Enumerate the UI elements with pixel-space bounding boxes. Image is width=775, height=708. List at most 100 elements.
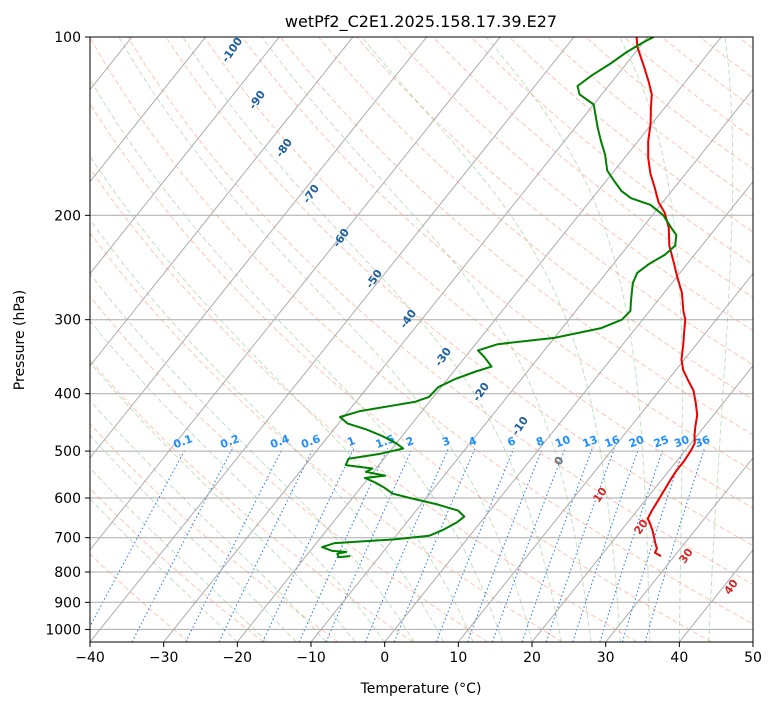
mixing-ratio-line [599,448,664,642]
isotherm [0,37,58,642]
x-tick-label: 20 [523,650,541,666]
dry-adiabat [394,37,753,332]
x-tick-label: 40 [670,650,688,666]
moist-adiabat [261,37,592,642]
dry-adiabat [508,37,753,233]
mixing-ratio-label: 1.5 [374,432,397,451]
x-tick-label: −10 [296,650,326,666]
dry-adiabat [90,487,264,642]
plot-frame [89,36,754,643]
dry-adiabat [737,37,753,49]
moist-adiabat [90,155,474,642]
mixing-ratio-label: 30 [672,433,691,451]
y-tick-label: 900 [54,595,81,611]
mixing-ratio-line [364,448,449,642]
moist-adiabat [485,37,651,642]
mixing-ratio-line [545,448,615,642]
isotherm [605,457,753,642]
mixing-ratio-line [644,448,705,642]
mixing-ratio-line [621,448,685,642]
x-tick-label: −20 [223,650,253,666]
isotherm [384,180,753,642]
moist-adiabat [90,498,238,642]
dry-adiabat-label: -90 [246,88,268,112]
y-tick-label: 100 [54,30,81,46]
mixing-ratio-label: 1 [345,434,357,449]
moist-adiabat [90,434,297,642]
profile-lines [321,37,699,559]
mixing-ratio-label: 36 [693,433,712,451]
isotherm [752,641,753,642]
mixing-ratio-line [435,448,515,642]
dry-adiabat [90,553,190,642]
mixing-ratio-label: 20 [627,433,646,451]
mixing-ratio-line [185,448,283,642]
mixing-ratio-line [491,448,566,642]
isotherm [90,37,207,183]
dry-adiabat [356,37,753,366]
isotherm [531,364,753,642]
x-axis-ticks: −40 −30 −20 −10 0 10 20 30 40 50 [75,642,762,666]
y-tick-label: 400 [54,387,81,403]
mixing-ratio-label: 16 [603,433,622,451]
dry-adiabat [699,37,753,79]
mixing-ratio-line [131,448,233,642]
mixing-ratio-label: 13 [581,433,600,450]
dry-adiabat-label: -30 [432,345,454,369]
dry-adiabat [547,37,753,201]
y-axis-label: Pressure (hPa) [12,290,28,390]
isotherm [163,37,649,642]
y-tick-label: 1000 [45,622,81,638]
isotherm [310,88,753,642]
mixing-ratio-line [467,448,543,642]
isotherm [236,37,722,642]
x-tick-label: 0 [380,650,389,666]
mixing-ratio-line [298,448,388,642]
mixing-ratio-label: 0.2 [219,432,242,451]
x-tick-label: 30 [597,650,615,666]
x-tick-label: 50 [744,650,762,666]
x-tick-label: −30 [149,650,179,666]
moist-adiabat [182,37,562,642]
isotherm [90,37,501,551]
isotherm [90,37,354,367]
dewpoint-line [321,37,678,559]
mixing-ratio-label: 0.6 [299,432,322,451]
isotherm [678,549,753,642]
y-tick-label: 600 [54,491,81,507]
dry-adiabat [279,37,753,436]
mixing-ratio-label: 8 [534,434,546,449]
dry-adiabat-label: 10 [590,485,610,505]
moist-adiabat [90,467,268,642]
y-tick-label: 200 [54,208,81,224]
x-axis-label: Temperature (°C) [360,681,482,697]
dry-adiabat [432,37,753,298]
dry-adiabat [90,423,339,642]
x-tick-label: −40 [75,650,105,666]
mixing-ratio-line [90,448,187,628]
isotherm [90,37,428,459]
moist-adiabat [361,37,621,642]
mixing-ratio-line [572,448,640,642]
x-tick-label: 10 [449,650,467,666]
temperature-line [635,37,699,557]
moist-adiabat [90,399,327,642]
dry-adiabat [90,231,563,642]
dry-adiabat-label: 0 [552,454,567,468]
isotherm [457,272,753,642]
isotherm [90,37,280,275]
dry-adiabat [90,167,638,642]
moist-adiabat [90,78,503,642]
y-tick-label: 700 [54,531,81,547]
grid [0,37,753,642]
mixing-ratio-line [521,448,593,642]
mixing-ratio-label: 3 [440,434,452,449]
y-tick-label: 500 [54,444,81,460]
mixing-ratio-label: 10 [553,433,572,451]
dry-adiabat-label: -80 [273,136,295,160]
moist-adiabat [90,218,445,642]
moist-adiabat [118,37,533,642]
dry-adiabat [241,37,753,472]
